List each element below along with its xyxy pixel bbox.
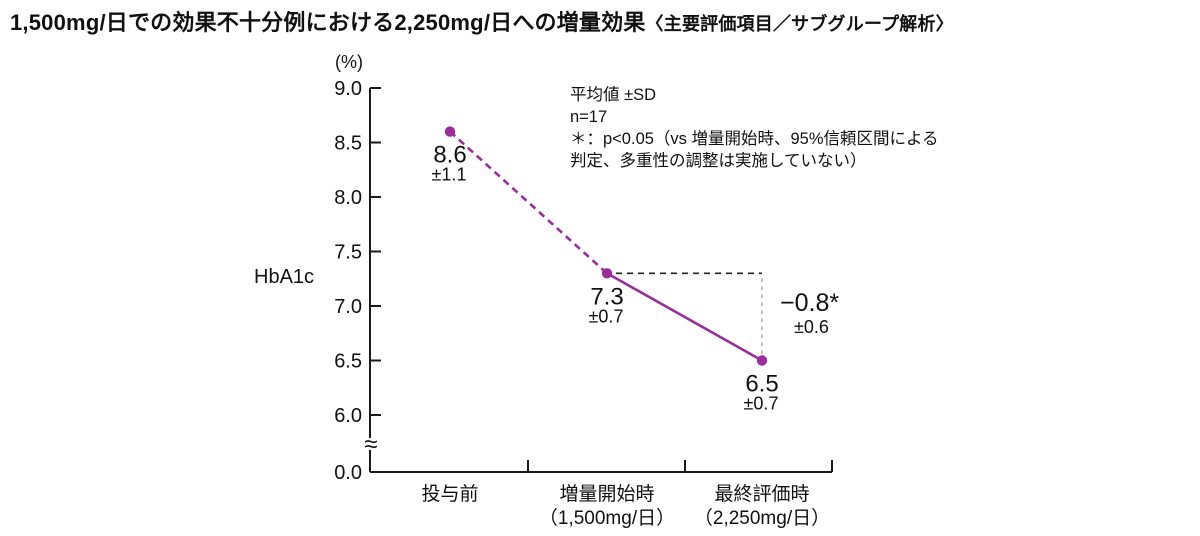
y-tick-label: 0.0 bbox=[334, 462, 362, 484]
difference-sd-label: ±0.6 bbox=[794, 317, 829, 337]
x-category-label: 投与前 bbox=[421, 483, 478, 505]
x-category-label: （1,500mg/日） bbox=[539, 507, 675, 529]
axis-break-mask bbox=[362, 438, 378, 450]
x-category-label: 最終評価時 bbox=[714, 483, 809, 505]
data-point bbox=[601, 268, 613, 279]
x-category-label: （2,250mg/日） bbox=[694, 507, 830, 529]
y-axis-title: HbA1c bbox=[254, 266, 315, 288]
y-tick-label: 8.5 bbox=[334, 133, 362, 155]
data-point bbox=[756, 355, 768, 366]
chart-title-note: 〈主要評価項目／サブグループ解析〉 bbox=[645, 14, 954, 34]
chart-title: 1,500mg/日での効果不十分例における2,250mg/日への増量効果〈主要評… bbox=[10, 5, 954, 37]
y-tick-label: 7.0 bbox=[334, 296, 362, 318]
y-tick-label: 6.0 bbox=[334, 405, 362, 427]
y-axis-unit-label: (%) bbox=[335, 52, 363, 72]
y-tick-label: 9.0 bbox=[334, 78, 362, 100]
chart-title-main: 1,500mg/日での効果不十分例における2,250mg/日への増量効果 bbox=[10, 10, 646, 35]
annotation-line: n=17 bbox=[570, 108, 608, 126]
annotation-line: 判定、多重性の調整は実施していない） bbox=[570, 152, 867, 170]
point-sd-label: ±0.7 bbox=[744, 394, 779, 414]
point-value-label: 7.3 bbox=[590, 283, 623, 310]
y-tick-label: 8.0 bbox=[334, 187, 362, 209]
point-sd-label: ±0.7 bbox=[589, 306, 624, 326]
x-category-label: 増量開始時 bbox=[559, 483, 654, 505]
trend-line-segment-solid bbox=[606, 272, 763, 362]
annotation-block: 平均値 ±SD n=17 ＊：p<0.05（vs 増量開始時、95%信頼区間によ… bbox=[570, 84, 939, 172]
annotation-line: 平均値 ±SD bbox=[570, 86, 657, 104]
annotation-line: ＊：p<0.05（vs 増量開始時、95%信頼区間による bbox=[570, 130, 939, 148]
difference-value-label: −0.8* bbox=[780, 289, 840, 317]
point-sd-label: ±1.1 bbox=[432, 165, 467, 185]
y-tick-label: 7.5 bbox=[334, 242, 362, 264]
point-value-label: 6.5 bbox=[745, 371, 778, 398]
point-value-label: 8.6 bbox=[433, 142, 466, 169]
data-point bbox=[444, 126, 456, 137]
axis-break-icon: ≈ bbox=[364, 431, 377, 458]
y-tick-label: 6.5 bbox=[334, 351, 362, 373]
